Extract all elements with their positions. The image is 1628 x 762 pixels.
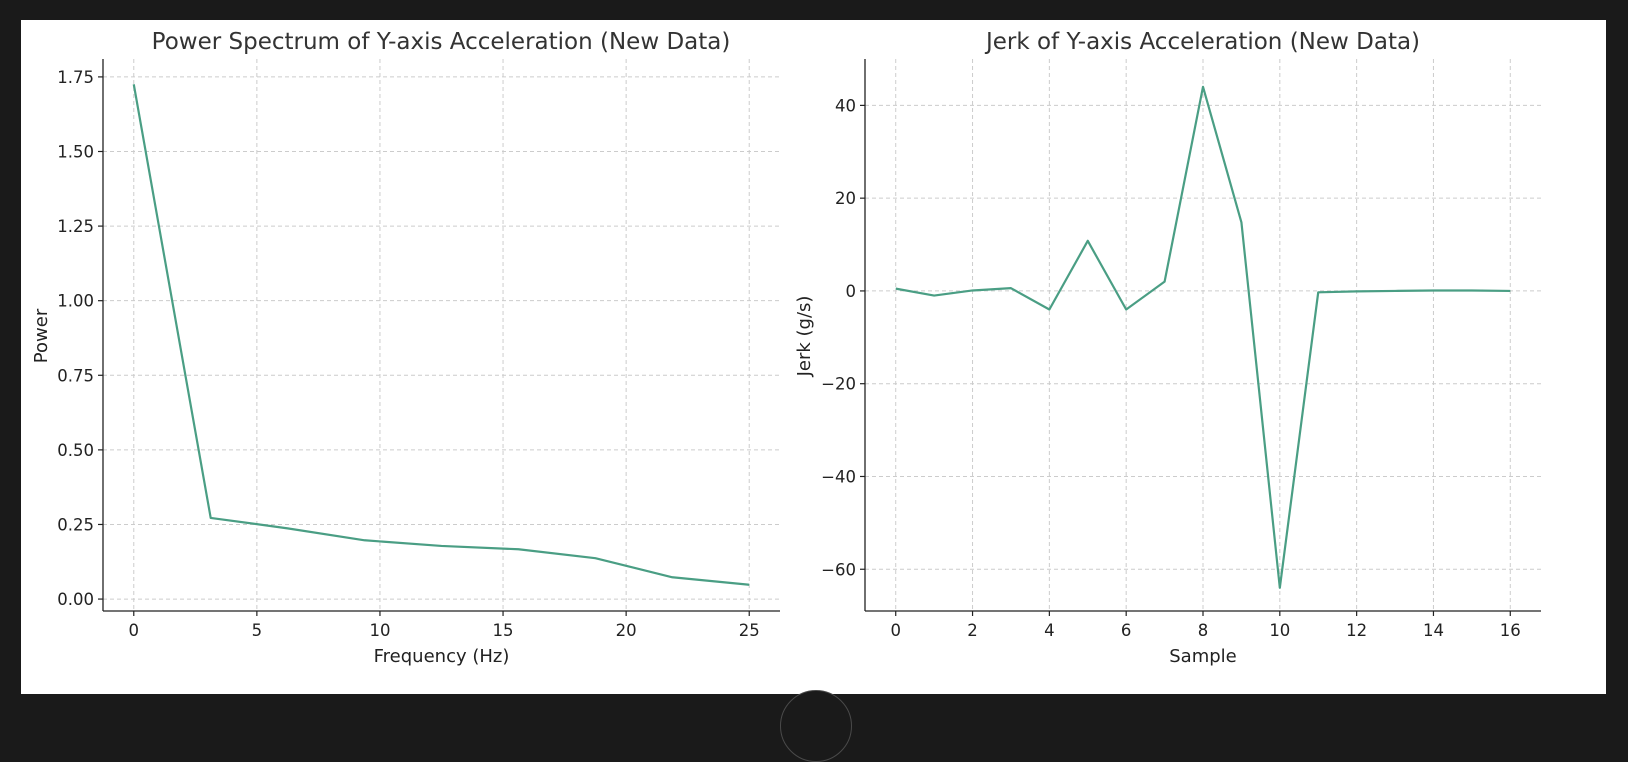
x-axis-label: Frequency (Hz): [374, 646, 510, 667]
y-tick-label: 1.00: [57, 292, 94, 311]
y-tick-label: 0.00: [57, 590, 94, 609]
x-tick-label: 4: [1044, 621, 1055, 640]
x-tick-label: 0: [890, 621, 901, 640]
x-tick-label: 2: [967, 621, 978, 640]
x-tick-label: 0: [129, 621, 140, 640]
y-tick-label: 1.50: [57, 142, 94, 161]
chart-title: Jerk of Y-axis Acceleration (New Data): [984, 29, 1420, 55]
y-tick-label: −20: [821, 375, 856, 394]
x-tick-label: 20: [616, 621, 637, 640]
x-tick-label: 10: [369, 621, 390, 640]
x-axis-label: Sample: [1169, 646, 1237, 667]
y-axis-label: Power: [31, 308, 52, 363]
x-tick-label: 12: [1346, 621, 1367, 640]
y-tick-label: 40: [835, 96, 856, 115]
x-tick-label: 25: [739, 621, 760, 640]
y-tick-label: 0.75: [57, 366, 94, 385]
y-tick-label: 20: [835, 189, 856, 208]
x-tick-label: 5: [252, 621, 263, 640]
x-tick-label: 6: [1121, 621, 1132, 640]
scroll-down-button[interactable]: [780, 690, 852, 762]
x-tick-label: 14: [1423, 621, 1444, 640]
chart-1: 0 5 10 15 20 25 0.00 0.25 0.50 0.75 1.00 1.25 1.50 1.…: [31, 29, 780, 667]
y-tick-label: 0: [846, 282, 857, 301]
x-tick-label: 8: [1198, 621, 1209, 640]
x-tick-label: 16: [1500, 621, 1521, 640]
y-axis-label: Jerk (g/s): [794, 296, 815, 378]
x-tick-label: 10: [1269, 621, 1290, 640]
chart-2: 0 2 4 6 8 10 12 14 16 −60 −40 −20 0 20 40 Jerk of Y-axi…: [794, 29, 1541, 667]
series-line: [134, 84, 749, 584]
chart-title: Power Spectrum of Y-axis Acceleration (N…: [152, 29, 731, 55]
y-tick-label: 1.75: [57, 68, 94, 87]
y-tick-label: 0.50: [57, 441, 94, 460]
x-tick-label: 15: [493, 621, 514, 640]
y-tick-label: −40: [821, 467, 856, 486]
y-tick-label: 0.25: [57, 515, 94, 534]
y-tick-label: 1.25: [57, 217, 94, 236]
y-tick-label: −60: [821, 560, 856, 579]
series-line: [896, 87, 1511, 588]
